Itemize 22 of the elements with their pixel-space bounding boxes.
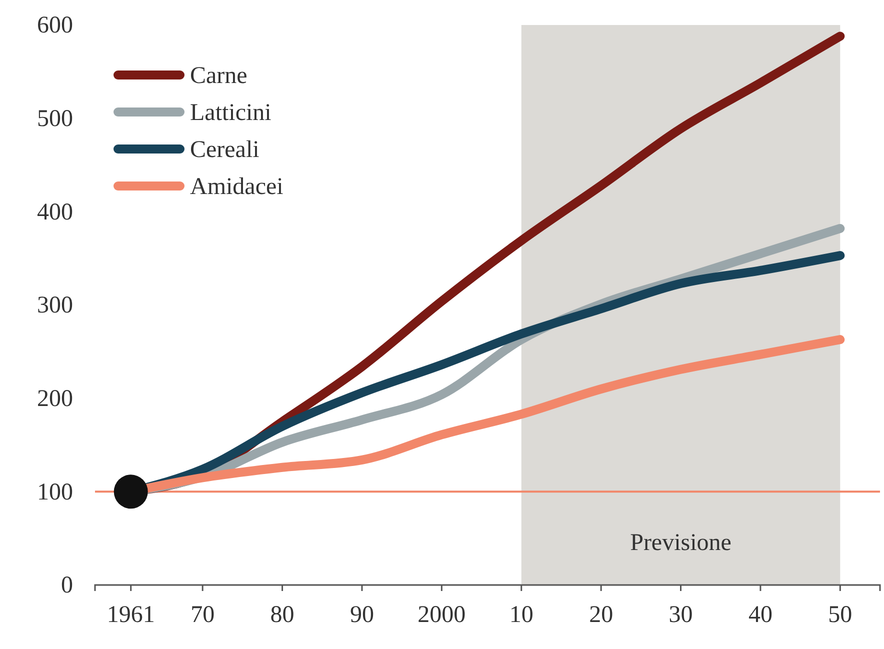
x-tick-label: 30 <box>668 602 693 628</box>
x-tick-label: 20 <box>589 602 614 628</box>
x-tick-label: 70 <box>190 602 215 628</box>
x-tick-label: 50 <box>828 602 852 628</box>
legend-label: Carne <box>190 63 248 89</box>
x-tick-label: 40 <box>748 602 772 628</box>
band-label: Previsione <box>630 530 732 556</box>
y-tick-label: 100 <box>37 479 73 506</box>
x-tick-label: 10 <box>509 602 534 628</box>
x-tick-label: 80 <box>270 602 294 628</box>
legend-label: Amidacei <box>190 174 284 200</box>
y-tick-label: 200 <box>37 386 73 412</box>
legend-label: Latticini <box>190 100 272 126</box>
x-tick-label: 1961 <box>106 602 155 628</box>
y-tick-label: 0 <box>61 572 73 599</box>
y-tick-label: 600 <box>37 12 73 39</box>
legend-label: Cereali <box>190 137 260 163</box>
x-tick-label: 90 <box>350 602 374 628</box>
y-tick-label: 500 <box>37 106 73 132</box>
x-tick-label: 2000 <box>418 602 466 628</box>
y-tick-label: 300 <box>37 292 73 319</box>
y-tick-label: 400 <box>37 199 73 226</box>
